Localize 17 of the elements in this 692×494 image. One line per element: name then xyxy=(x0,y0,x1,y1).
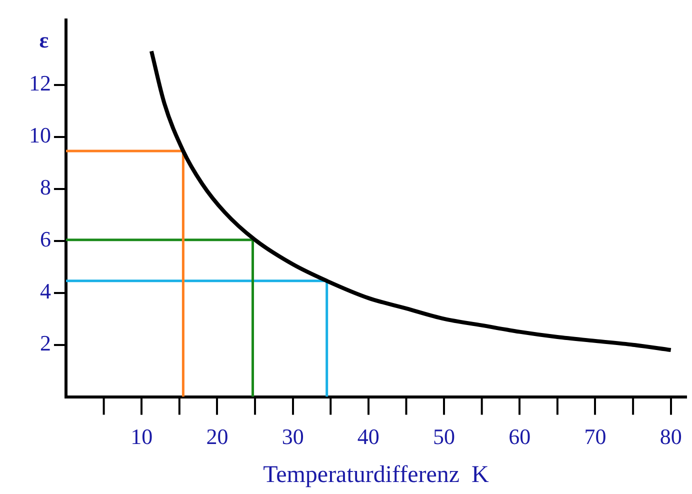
x-tick-label: 30 xyxy=(282,424,304,449)
y-tick-label: 6 xyxy=(40,226,51,252)
y-tick-label: 12 xyxy=(29,70,51,96)
x-tick-label: 60 xyxy=(508,424,531,449)
x-tick-label: 10 xyxy=(130,424,153,449)
y-tick-label: 4 xyxy=(40,278,51,304)
x-axis-title: Temperaturdifferenz K xyxy=(263,462,490,488)
x-tick-label: 80 xyxy=(660,424,682,449)
x-tick-label: 70 xyxy=(584,424,606,449)
y-axis-title: ε xyxy=(39,28,49,53)
y-tick-label: 2 xyxy=(40,330,51,356)
x-tick-label: 40 xyxy=(357,424,380,449)
x-tick-label: 50 xyxy=(433,424,456,449)
y-tick-label: 10 xyxy=(29,122,51,148)
line-series xyxy=(149,49,673,352)
y-tick-label: 8 xyxy=(40,174,51,200)
x-tick-label: 20 xyxy=(206,424,228,449)
